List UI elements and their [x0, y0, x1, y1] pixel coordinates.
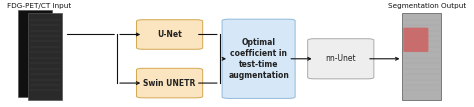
- Text: FDG-PET/CT Input: FDG-PET/CT Input: [8, 3, 72, 9]
- FancyBboxPatch shape: [18, 10, 52, 97]
- Text: nn-Unet: nn-Unet: [326, 54, 356, 63]
- FancyBboxPatch shape: [308, 39, 374, 79]
- Text: Segmentation Output: Segmentation Output: [388, 3, 466, 9]
- FancyBboxPatch shape: [137, 20, 203, 49]
- FancyBboxPatch shape: [28, 13, 62, 100]
- FancyBboxPatch shape: [402, 13, 441, 100]
- FancyBboxPatch shape: [137, 68, 203, 98]
- FancyBboxPatch shape: [403, 28, 428, 52]
- Text: Swin UNETR: Swin UNETR: [144, 79, 196, 88]
- Text: Optimal
coefficient in
test-time
augmentation: Optimal coefficient in test-time augment…: [228, 38, 289, 80]
- Text: U-Net: U-Net: [157, 30, 182, 39]
- FancyBboxPatch shape: [222, 19, 295, 98]
